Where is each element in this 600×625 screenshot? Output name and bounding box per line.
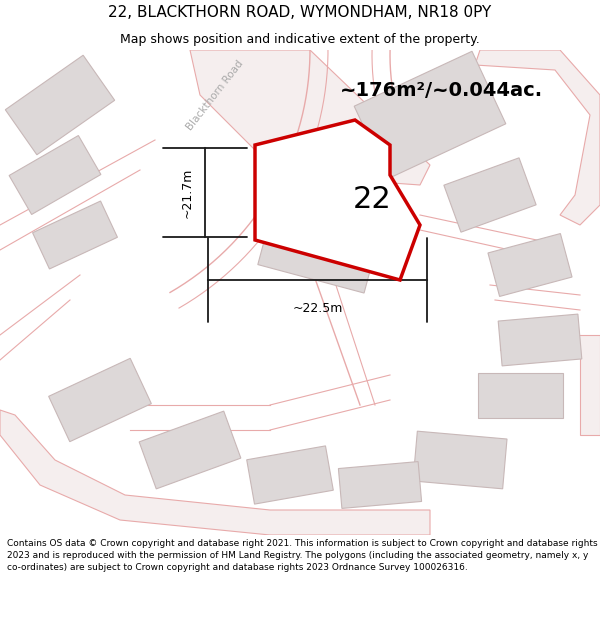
Polygon shape — [478, 372, 563, 418]
Text: 22: 22 — [353, 186, 392, 214]
Polygon shape — [32, 201, 118, 269]
Polygon shape — [49, 358, 151, 442]
Polygon shape — [5, 55, 115, 155]
Polygon shape — [413, 431, 507, 489]
Polygon shape — [139, 411, 241, 489]
Text: ~176m²/~0.044ac.: ~176m²/~0.044ac. — [340, 81, 543, 99]
Polygon shape — [258, 197, 382, 293]
Text: ~21.7m: ~21.7m — [181, 168, 193, 217]
Polygon shape — [488, 234, 572, 296]
Polygon shape — [498, 314, 582, 366]
Polygon shape — [247, 446, 333, 504]
Polygon shape — [255, 120, 420, 280]
Polygon shape — [338, 462, 422, 508]
Text: Blackthorn Road: Blackthorn Road — [185, 58, 245, 132]
Text: Contains OS data © Crown copyright and database right 2021. This information is : Contains OS data © Crown copyright and d… — [7, 539, 598, 572]
Polygon shape — [9, 136, 101, 214]
Polygon shape — [0, 410, 430, 535]
Text: ~22.5m: ~22.5m — [292, 301, 343, 314]
Polygon shape — [354, 51, 506, 179]
Polygon shape — [444, 158, 536, 232]
Polygon shape — [190, 50, 430, 185]
Polygon shape — [475, 50, 600, 225]
Text: 22, BLACKTHORN ROAD, WYMONDHAM, NR18 0PY: 22, BLACKTHORN ROAD, WYMONDHAM, NR18 0PY — [109, 5, 491, 20]
Text: Map shows position and indicative extent of the property.: Map shows position and indicative extent… — [120, 32, 480, 46]
Polygon shape — [500, 335, 600, 435]
